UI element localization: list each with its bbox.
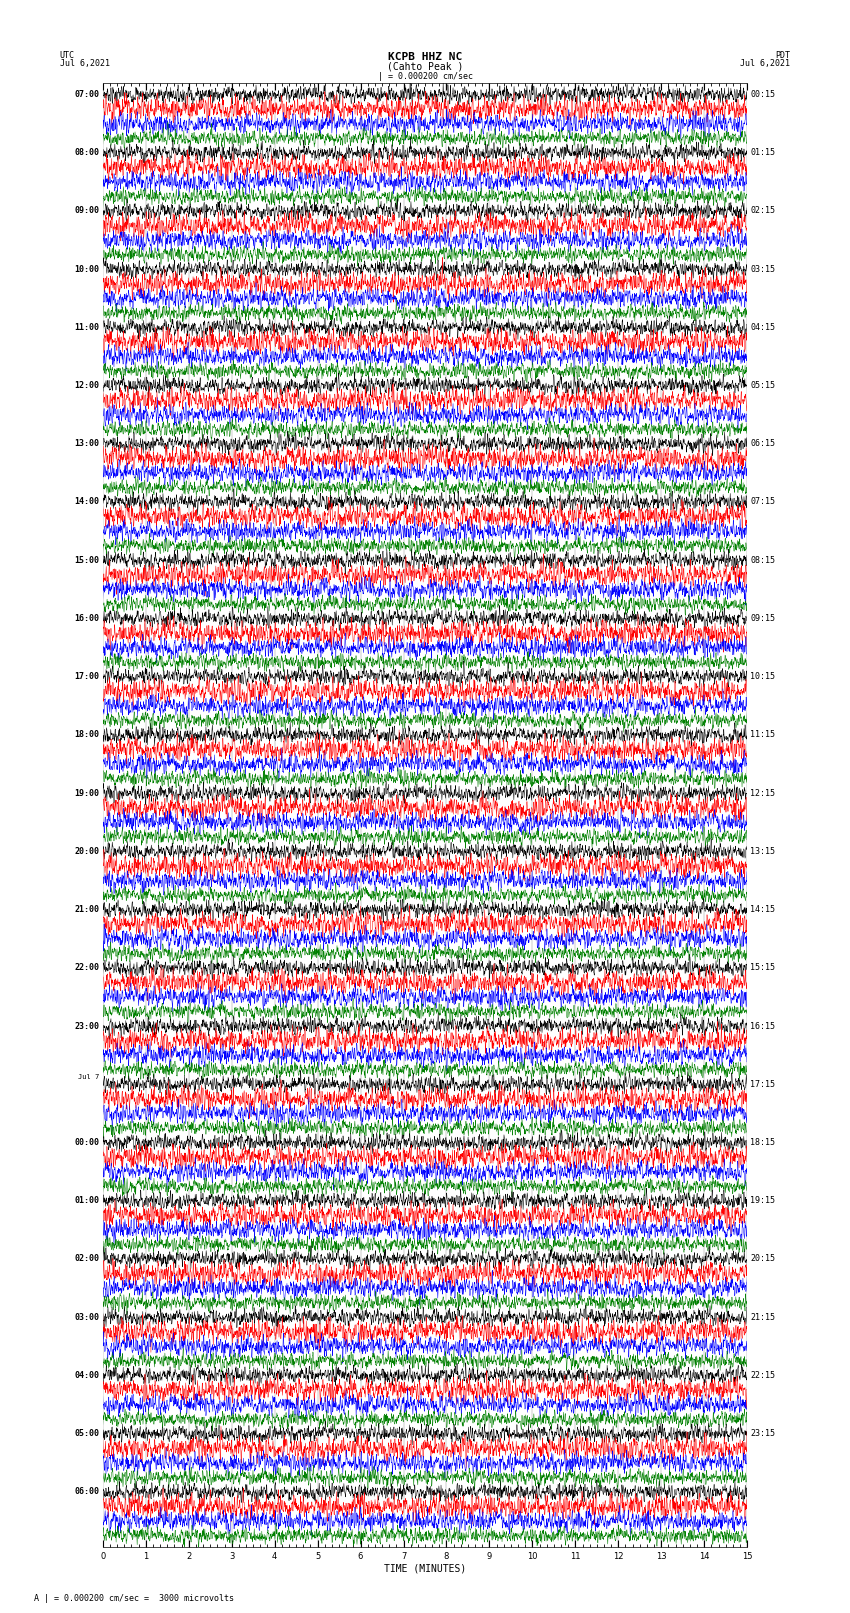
- Text: KCPB HHZ NC: KCPB HHZ NC: [388, 52, 462, 63]
- Text: 17:00: 17:00: [75, 673, 99, 681]
- Text: 06:15: 06:15: [751, 439, 775, 448]
- Text: 03:00: 03:00: [75, 1313, 99, 1321]
- Text: 19:00: 19:00: [75, 789, 99, 797]
- Text: 20:15: 20:15: [751, 1255, 775, 1263]
- Text: 08:15: 08:15: [751, 556, 775, 565]
- Text: 22:15: 22:15: [751, 1371, 775, 1379]
- Text: 22:00: 22:00: [75, 963, 99, 973]
- Text: 10:15: 10:15: [751, 673, 775, 681]
- X-axis label: TIME (MINUTES): TIME (MINUTES): [384, 1565, 466, 1574]
- Text: 18:00: 18:00: [75, 731, 99, 739]
- Text: 19:15: 19:15: [751, 1197, 775, 1205]
- Text: 04:00: 04:00: [75, 1371, 99, 1379]
- Text: 09:00: 09:00: [75, 206, 99, 216]
- Text: 07:15: 07:15: [751, 497, 775, 506]
- Text: Jul 6,2021: Jul 6,2021: [60, 58, 110, 68]
- Text: 21:15: 21:15: [751, 1313, 775, 1321]
- Text: 16:00: 16:00: [75, 615, 99, 623]
- Text: 21:00: 21:00: [75, 905, 99, 915]
- Text: | = 0.000200 cm/sec: | = 0.000200 cm/sec: [377, 71, 473, 81]
- Text: 14:15: 14:15: [751, 905, 775, 915]
- Text: 00:00: 00:00: [75, 1139, 99, 1147]
- Text: 07:00: 07:00: [75, 90, 99, 98]
- Text: 01:15: 01:15: [751, 148, 775, 156]
- Text: 12:00: 12:00: [75, 381, 99, 390]
- Text: 15:00: 15:00: [75, 556, 99, 565]
- Text: 10:00: 10:00: [75, 265, 99, 274]
- Text: UTC: UTC: [60, 50, 75, 60]
- Text: 23:15: 23:15: [751, 1429, 775, 1439]
- Text: 11:00: 11:00: [75, 323, 99, 332]
- Text: 09:15: 09:15: [751, 615, 775, 623]
- Text: A | = 0.000200 cm/sec =  3000 microvolts: A | = 0.000200 cm/sec = 3000 microvolts: [34, 1594, 234, 1603]
- Text: 02:15: 02:15: [751, 206, 775, 216]
- Text: 08:00: 08:00: [75, 148, 99, 156]
- Text: 16:15: 16:15: [751, 1021, 775, 1031]
- Text: 23:00: 23:00: [75, 1021, 99, 1031]
- Text: Jul 6,2021: Jul 6,2021: [740, 58, 791, 68]
- Text: Jul 7: Jul 7: [78, 1074, 99, 1081]
- Text: 05:15: 05:15: [751, 381, 775, 390]
- Text: 01:00: 01:00: [75, 1197, 99, 1205]
- Text: (Cahto Peak ): (Cahto Peak ): [387, 61, 463, 71]
- Text: 03:15: 03:15: [751, 265, 775, 274]
- Text: 15:15: 15:15: [751, 963, 775, 973]
- Text: 00:15: 00:15: [751, 90, 775, 98]
- Text: 13:15: 13:15: [751, 847, 775, 857]
- Text: 05:00: 05:00: [75, 1429, 99, 1439]
- Text: 04:15: 04:15: [751, 323, 775, 332]
- Text: 17:15: 17:15: [751, 1079, 775, 1089]
- Text: 11:15: 11:15: [751, 731, 775, 739]
- Text: 06:00: 06:00: [75, 1487, 99, 1497]
- Text: 20:00: 20:00: [75, 847, 99, 857]
- Text: 12:15: 12:15: [751, 789, 775, 797]
- Text: 13:00: 13:00: [75, 439, 99, 448]
- Text: PDT: PDT: [775, 50, 791, 60]
- Text: 18:15: 18:15: [751, 1139, 775, 1147]
- Text: 14:00: 14:00: [75, 497, 99, 506]
- Text: 02:00: 02:00: [75, 1255, 99, 1263]
